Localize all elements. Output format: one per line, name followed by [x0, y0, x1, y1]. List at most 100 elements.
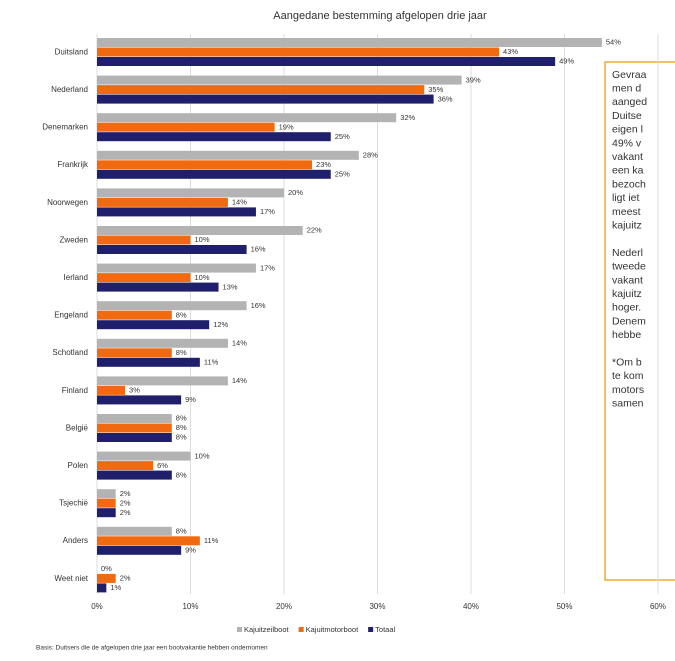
- annotation-line: tweede: [612, 261, 646, 273]
- bar-value-label: 8%: [176, 470, 187, 479]
- legend-label: Kajuitzeilboot: [244, 625, 290, 634]
- y-tick-label: Zweden: [60, 235, 88, 244]
- bar: [97, 75, 462, 85]
- bar: [97, 226, 303, 235]
- bar: [97, 122, 275, 132]
- annotation-line: Duitse: [612, 110, 642, 122]
- bar: [97, 498, 116, 508]
- bar-value-label: 14%: [232, 339, 247, 348]
- bar: [97, 38, 602, 47]
- x-tick-label: 40%: [463, 602, 479, 611]
- bar-value-label: 10%: [195, 235, 210, 244]
- annotation-line: *Om b: [612, 356, 642, 368]
- annotation-line: kajuitz: [612, 288, 642, 300]
- bar: [97, 376, 228, 386]
- y-tick-label: België: [66, 423, 89, 432]
- bar: [97, 573, 116, 583]
- y-tick-label: Ierland: [64, 273, 88, 282]
- bar-value-label: 23%: [316, 160, 331, 169]
- legend-swatch: [298, 627, 304, 632]
- annotation-line: aanged: [612, 96, 647, 108]
- bar: [97, 207, 256, 217]
- bar: [97, 197, 228, 207]
- bar: [97, 338, 228, 348]
- bar: [97, 263, 256, 273]
- bar: [97, 348, 172, 358]
- bar: [97, 357, 200, 367]
- bar-value-label: 8%: [176, 433, 187, 442]
- bar-value-label: 49%: [559, 57, 574, 66]
- y-tick-label: Nederland: [51, 85, 88, 94]
- bar-value-label: 11%: [204, 358, 219, 367]
- bar: [97, 489, 116, 499]
- annotation-line: hoger.: [612, 302, 641, 314]
- bar: [97, 132, 331, 142]
- annotation-line: vakant: [612, 274, 643, 286]
- bar-value-label: 17%: [260, 263, 275, 272]
- bar: [97, 245, 247, 254]
- annotation-line: ligt iet: [612, 192, 640, 204]
- y-tick-label: Anders: [63, 536, 88, 545]
- annotation-line: samen: [612, 398, 644, 410]
- bar: [97, 536, 200, 546]
- bar-value-label: 11%: [204, 536, 219, 545]
- bar: [97, 433, 172, 442]
- annotation-line: Denem: [612, 315, 646, 327]
- bar-value-label: 25%: [335, 132, 350, 141]
- bar: [97, 85, 425, 95]
- bar-value-label: 32%: [400, 113, 415, 122]
- bar-value-label: 25%: [335, 170, 350, 179]
- bar: [97, 150, 359, 160]
- bar: [97, 169, 331, 179]
- bar-value-label: 2%: [120, 498, 131, 507]
- bar-value-label: 3%: [129, 386, 140, 395]
- annotation-line: te kom: [612, 370, 644, 382]
- bar-value-label: 8%: [176, 414, 187, 423]
- bar: [97, 310, 172, 320]
- bar-value-label: 8%: [176, 423, 187, 432]
- y-tick-label: Weet niet: [54, 574, 88, 583]
- bar-value-label: 13%: [223, 282, 238, 291]
- bar: [97, 526, 172, 536]
- bar-value-label: 8%: [176, 527, 187, 536]
- x-tick-label: 30%: [369, 602, 385, 611]
- annotation-line: een ka: [612, 165, 644, 177]
- bar-value-label: 54%: [606, 38, 621, 47]
- y-tick-label: Schotland: [52, 348, 88, 357]
- bar-value-label: 16%: [251, 245, 266, 254]
- legend-label: Kajuitmotorboot: [306, 625, 359, 634]
- legend-label: Totaal: [375, 625, 395, 634]
- bar-value-label: 0%: [101, 564, 112, 573]
- y-tick-label: Duitsland: [55, 47, 88, 56]
- bar: [97, 545, 182, 555]
- bar-value-label: 16%: [251, 301, 266, 310]
- bar-value-label: 12%: [213, 320, 228, 329]
- annotation-line: Nederl: [612, 247, 643, 259]
- bar: [97, 470, 172, 480]
- bar: [97, 301, 247, 311]
- footnote: Basis: Duitsers die de afgelopen drie ja…: [36, 645, 268, 652]
- bar: [97, 235, 191, 245]
- annotation-box: [604, 61, 675, 581]
- bar: [97, 188, 284, 198]
- legend-swatch: [368, 627, 374, 632]
- annotation-line: 49% v: [612, 137, 642, 149]
- x-tick-label: 10%: [182, 602, 198, 611]
- y-tick-label: Engeland: [54, 311, 88, 320]
- bar: [97, 282, 219, 292]
- bar-value-label: 2%: [120, 574, 131, 583]
- annotation-line: hebbe: [612, 329, 641, 341]
- bar-value-label: 6%: [157, 461, 168, 470]
- bar-value-label: 1%: [110, 583, 121, 592]
- bar: [97, 451, 191, 461]
- annotation-line: vakant: [612, 151, 643, 163]
- bar-value-label: 20%: [288, 188, 303, 197]
- bar: [97, 94, 434, 104]
- annotation-line: motors: [612, 384, 644, 396]
- bar: [97, 57, 556, 66]
- annotation-line: men d: [612, 82, 641, 94]
- bar-value-label: 36%: [438, 94, 453, 103]
- bar: [97, 583, 107, 593]
- bar-value-label: 9%: [185, 395, 196, 404]
